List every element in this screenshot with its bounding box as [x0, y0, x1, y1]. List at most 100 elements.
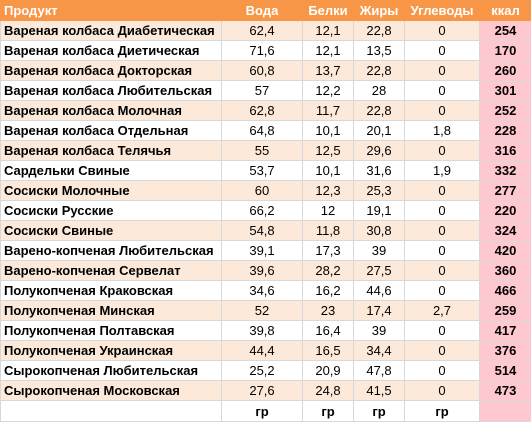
cell-water[interactable]: 60	[222, 181, 303, 201]
cell-kcal[interactable]: 277	[480, 181, 531, 201]
cell-product[interactable]: Сырокопченая Московская	[1, 381, 222, 401]
cell-water[interactable]: 44,4	[222, 341, 303, 361]
cell-carbs[interactable]: 0	[405, 321, 480, 341]
cell-water[interactable]: 55	[222, 141, 303, 161]
cell-fat[interactable]: 39	[354, 321, 405, 341]
cell-protein[interactable]: 12,5	[303, 141, 354, 161]
cell-kcal[interactable]: 420	[480, 241, 531, 261]
cell-carbs[interactable]: 0	[405, 241, 480, 261]
cell-product[interactable]: Вареная колбаса Диетическая	[1, 41, 222, 61]
cell-carbs[interactable]: 0	[405, 201, 480, 221]
cell-protein[interactable]: 11,8	[303, 221, 354, 241]
unit-carbs[interactable]: гр	[405, 401, 480, 422]
cell-water[interactable]: 27,6	[222, 381, 303, 401]
header-product[interactable]: Продукт	[1, 1, 222, 21]
unit-kcal[interactable]	[480, 401, 531, 422]
cell-water[interactable]: 34,6	[222, 281, 303, 301]
cell-water[interactable]: 39,8	[222, 321, 303, 341]
cell-protein[interactable]: 23	[303, 301, 354, 321]
cell-product[interactable]: Вареная колбаса Отдельная	[1, 121, 222, 141]
cell-protein[interactable]: 11,7	[303, 101, 354, 121]
cell-carbs[interactable]: 0	[405, 21, 480, 41]
cell-carbs[interactable]: 0	[405, 81, 480, 101]
cell-fat[interactable]: 41,5	[354, 381, 405, 401]
cell-protein[interactable]: 24,8	[303, 381, 354, 401]
cell-kcal[interactable]: 473	[480, 381, 531, 401]
cell-water[interactable]: 39,6	[222, 261, 303, 281]
cell-protein[interactable]: 12,1	[303, 21, 354, 41]
cell-protein[interactable]: 12	[303, 201, 354, 221]
cell-water[interactable]: 64,8	[222, 121, 303, 141]
cell-fat[interactable]: 19,1	[354, 201, 405, 221]
cell-fat[interactable]: 25,3	[354, 181, 405, 201]
cell-product[interactable]: Вареная колбаса Молочная	[1, 101, 222, 121]
cell-fat[interactable]: 22,8	[354, 61, 405, 81]
cell-kcal[interactable]: 301	[480, 81, 531, 101]
cell-kcal[interactable]: 417	[480, 321, 531, 341]
cell-kcal[interactable]: 316	[480, 141, 531, 161]
cell-kcal[interactable]: 228	[480, 121, 531, 141]
cell-product[interactable]: Вареная колбаса Любительская	[1, 81, 222, 101]
cell-water[interactable]: 60,8	[222, 61, 303, 81]
unit-product[interactable]	[1, 401, 222, 422]
cell-protein[interactable]: 20,9	[303, 361, 354, 381]
header-fat[interactable]: Жиры	[354, 1, 405, 21]
cell-fat[interactable]: 27,5	[354, 261, 405, 281]
cell-product[interactable]: Полукопченая Полтавская	[1, 321, 222, 341]
cell-carbs[interactable]: 0	[405, 341, 480, 361]
cell-kcal[interactable]: 376	[480, 341, 531, 361]
header-kcal[interactable]: ккал	[480, 1, 531, 21]
cell-fat[interactable]: 22,8	[354, 101, 405, 121]
cell-fat[interactable]: 44,6	[354, 281, 405, 301]
cell-fat[interactable]: 13,5	[354, 41, 405, 61]
cell-fat[interactable]: 17,4	[354, 301, 405, 321]
cell-carbs[interactable]: 0	[405, 221, 480, 241]
header-protein[interactable]: Белки	[303, 1, 354, 21]
cell-kcal[interactable]: 514	[480, 361, 531, 381]
cell-product[interactable]: Сардельки Свиные	[1, 161, 222, 181]
cell-protein[interactable]: 12,1	[303, 41, 354, 61]
cell-carbs[interactable]: 2,7	[405, 301, 480, 321]
cell-carbs[interactable]: 1,9	[405, 161, 480, 181]
cell-fat[interactable]: 34,4	[354, 341, 405, 361]
cell-fat[interactable]: 28	[354, 81, 405, 101]
cell-protein[interactable]: 13,7	[303, 61, 354, 81]
cell-kcal[interactable]: 254	[480, 21, 531, 41]
cell-kcal[interactable]: 170	[480, 41, 531, 61]
cell-carbs[interactable]: 0	[405, 361, 480, 381]
cell-kcal[interactable]: 360	[480, 261, 531, 281]
unit-protein[interactable]: гр	[303, 401, 354, 422]
header-water[interactable]: Вода	[222, 1, 303, 21]
cell-water[interactable]: 53,7	[222, 161, 303, 181]
unit-fat[interactable]: гр	[354, 401, 405, 422]
cell-water[interactable]: 39,1	[222, 241, 303, 261]
cell-carbs[interactable]: 0	[405, 141, 480, 161]
cell-water[interactable]: 62,4	[222, 21, 303, 41]
cell-product[interactable]: Вареная колбаса Докторская	[1, 61, 222, 81]
cell-carbs[interactable]: 0	[405, 41, 480, 61]
cell-water[interactable]: 54,8	[222, 221, 303, 241]
cell-product[interactable]: Сосиски Молочные	[1, 181, 222, 201]
cell-product[interactable]: Сосиски Русские	[1, 201, 222, 221]
cell-protein[interactable]: 10,1	[303, 161, 354, 181]
cell-product[interactable]: Варено-копченая Сервелат	[1, 261, 222, 281]
cell-protein[interactable]: 10,1	[303, 121, 354, 141]
cell-kcal[interactable]: 332	[480, 161, 531, 181]
cell-kcal[interactable]: 252	[480, 101, 531, 121]
cell-kcal[interactable]: 260	[480, 61, 531, 81]
header-carbs[interactable]: Углеводы	[405, 1, 480, 21]
cell-water[interactable]: 71,6	[222, 41, 303, 61]
cell-carbs[interactable]: 0	[405, 61, 480, 81]
cell-product[interactable]: Полукопченая Краковская	[1, 281, 222, 301]
cell-protein[interactable]: 28,2	[303, 261, 354, 281]
cell-fat[interactable]: 47,8	[354, 361, 405, 381]
cell-product[interactable]: Полукопченая Украинская	[1, 341, 222, 361]
cell-water[interactable]: 57	[222, 81, 303, 101]
cell-carbs[interactable]: 0	[405, 281, 480, 301]
cell-product[interactable]: Сырокопченая Любительская	[1, 361, 222, 381]
cell-water[interactable]: 52	[222, 301, 303, 321]
cell-fat[interactable]: 22,8	[354, 21, 405, 41]
cell-fat[interactable]: 39	[354, 241, 405, 261]
cell-protein[interactable]: 16,5	[303, 341, 354, 361]
cell-carbs[interactable]: 0	[405, 381, 480, 401]
